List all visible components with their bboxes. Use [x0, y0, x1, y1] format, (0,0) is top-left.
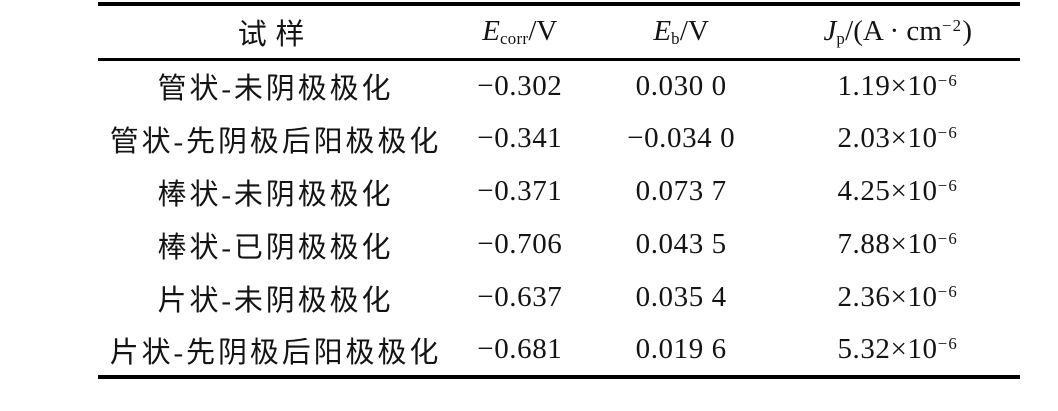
ecorr-cell: −0.371: [477, 175, 563, 207]
table-row: 棒状-已阴极极化 −0.706 0.043 5 7.88×10−6: [98, 218, 1020, 271]
eb-cell: 0.035 4: [635, 281, 727, 313]
sample-cell: 管状-先阴极后阳极极化: [109, 125, 442, 158]
sample-cell: 片状-未阴极极化: [157, 284, 394, 317]
header-row: 试样 Ecorr/V Eb/V Jp/(A · cm−2): [98, 4, 1020, 61]
eb-cell: 0.019 6: [635, 333, 727, 365]
jp-value-base: 7.88×10: [837, 228, 938, 260]
table-row: 棒状-未阴极极化 −0.371 0.073 7 4.25×10−6: [98, 165, 1020, 218]
ecorr-cell: −0.341: [477, 122, 563, 154]
jp-unit-open: /(A · cm: [845, 15, 942, 48]
jp-unit-close: ): [962, 15, 973, 48]
eb-unit: /V: [679, 15, 709, 48]
ecorr-subscript: corr: [499, 29, 529, 49]
jp-value-base: 5.32×10: [837, 333, 938, 365]
table-row: 片状-未阴极极化 −0.637 0.035 4 2.36×10−6: [98, 271, 1020, 324]
eb-cell: 0.073 7: [635, 175, 727, 207]
sample-cell: 棒状-未阴极极化: [157, 178, 394, 211]
jp-value-base: 4.25×10: [837, 175, 938, 207]
jp-value-exponent: −6: [937, 333, 959, 353]
jp-unit-exponent: −2: [941, 16, 963, 35]
col-header-ecorr: Ecorr/V: [452, 4, 587, 61]
jp-value-base: 1.19×10: [837, 69, 938, 102]
table-row: 管状-先阴极后阳极极化 −0.341 −0.034 0 2.03×10−6: [98, 112, 1020, 165]
polarization-results-table: 试样 Ecorr/V Eb/V Jp/(A · cm−2) 管状-未阴极极化 −…: [98, 2, 1020, 379]
ecorr-cell: −0.681: [477, 333, 563, 365]
jp-cell: 5.32×10−6: [776, 324, 1020, 377]
eb-subscript: b: [671, 29, 680, 49]
col-header-jp: Jp/(A · cm−2): [775, 4, 1020, 61]
eb-cell: −0.034 0: [627, 122, 736, 154]
jp-value-exponent: −6: [937, 175, 959, 195]
jp-value-exponent: −6: [937, 281, 959, 301]
eb-cell: 0.043 5: [635, 228, 727, 260]
col-header-eb: Eb/V: [586, 4, 776, 61]
ecorr-cell: −0.637: [477, 281, 563, 313]
ecorr-cell: −0.302: [477, 69, 563, 102]
jp-value-base: 2.03×10: [837, 122, 938, 154]
jp-cell: 2.03×10−6: [776, 112, 1020, 165]
sample-cell: 片状-先阴极后阳极极化: [109, 336, 442, 369]
ecorr-unit: /V: [528, 15, 558, 48]
sample-cell: 管状-未阴极极化: [157, 73, 394, 106]
col-header-sample: 试样: [98, 4, 453, 61]
ecorr-cell: −0.706: [477, 228, 563, 260]
jp-symbol: J: [823, 15, 837, 48]
jp-subscript: p: [836, 29, 846, 49]
eb-cell: 0.030 0: [635, 69, 727, 102]
sample-cell: 棒状-已阴极极化: [157, 231, 394, 264]
jp-cell: 1.19×10−6: [776, 59, 1020, 112]
jp-value-exponent: −6: [937, 70, 959, 90]
jp-cell: 2.36×10−6: [776, 271, 1020, 324]
jp-value-exponent: −6: [937, 228, 959, 248]
jp-value-base: 2.36×10: [837, 281, 938, 313]
jp-value-exponent: −6: [937, 122, 959, 142]
eb-symbol: E: [653, 15, 672, 48]
ecorr-symbol: E: [482, 15, 500, 48]
table-row: 片状-先阴极后阳极极化 −0.681 0.019 6 5.32×10−6: [98, 324, 1020, 377]
jp-cell: 4.25×10−6: [776, 165, 1020, 218]
jp-cell: 7.88×10−6: [776, 218, 1020, 271]
table-row: 管状-未阴极极化 −0.302 0.030 0 1.19×10−6: [98, 59, 1020, 112]
